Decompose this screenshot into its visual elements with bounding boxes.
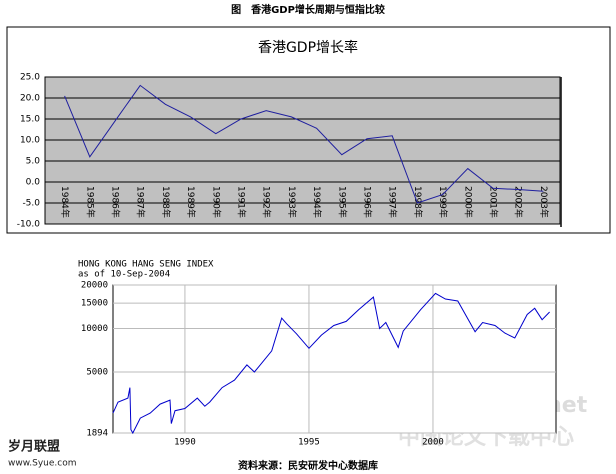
y-tick-label: -5.0 [22, 199, 40, 209]
x-tick-label: 2003年 [538, 186, 550, 218]
y-tick-label: 5.0 [26, 157, 41, 167]
x-tick-label: 1997年 [387, 186, 399, 218]
plot-area [44, 76, 561, 225]
x-tick-label: 2002年 [513, 186, 525, 218]
x-tick-label: 1988年 [160, 186, 172, 218]
y-tick-label: 1894 [86, 429, 108, 439]
x-tick-label: 1986年 [110, 186, 122, 218]
x-tick-label: 1994年 [311, 186, 323, 218]
x-tick-label: 1992年 [261, 186, 273, 218]
chart-title: HONG KONG HANG SENG INDEX [78, 260, 214, 270]
x-tick-label: 1990年 [210, 186, 222, 218]
y-tick-label: 15000 [81, 299, 108, 309]
x-tick-label: 1989年 [185, 186, 197, 218]
x-tick-label: 1984年 [59, 186, 71, 218]
chart-title: 香港GDP增长率 [258, 39, 358, 56]
x-tick-label: 1991年 [236, 186, 248, 218]
x-tick-label: 2001年 [488, 186, 500, 218]
x-tick-label: 1990 [174, 438, 196, 448]
watermark: www.Syue.com [8, 459, 76, 469]
figure-title: 图 香港GDP增长周期与恒指比较 [231, 3, 385, 16]
y-tick-label: 20000 [81, 281, 108, 291]
x-tick-label: 1985年 [84, 186, 96, 218]
x-tick-label: 1995年 [336, 186, 348, 218]
x-tick-label: 1999年 [437, 186, 449, 218]
x-tick-label: 1996年 [362, 186, 374, 218]
y-tick-label: 20.0 [20, 94, 40, 104]
y-tick-label: 10.0 [20, 136, 40, 146]
x-tick-label: 1987年 [135, 186, 147, 218]
watermark: 岁月联盟 [8, 439, 60, 455]
x-tick-label: 1995 [298, 438, 320, 448]
data-line [112, 292, 550, 435]
y-tick-label: 10000 [81, 324, 108, 334]
y-tick-label: 5000 [86, 368, 108, 378]
x-tick-label: 1993年 [286, 186, 298, 218]
y-tick-label: -10.0 [17, 220, 41, 230]
y-tick-label: 0.0 [26, 178, 41, 188]
x-tick-label: 1998年 [412, 186, 424, 218]
shadow [560, 77, 562, 227]
plot-area [112, 284, 557, 434]
x-tick-label: 2000 [422, 438, 444, 448]
chart-subtitle: as of 10-Sep-2004 [78, 270, 170, 280]
data-line [64, 84, 544, 204]
y-tick-label: 25.0 [20, 73, 40, 83]
source-note: 资料来源：民安研发中心数据库 [238, 459, 378, 472]
chart-frame [6, 26, 611, 234]
y-tick-label: 15.0 [20, 115, 40, 125]
x-tick-label: 2000年 [462, 186, 474, 218]
